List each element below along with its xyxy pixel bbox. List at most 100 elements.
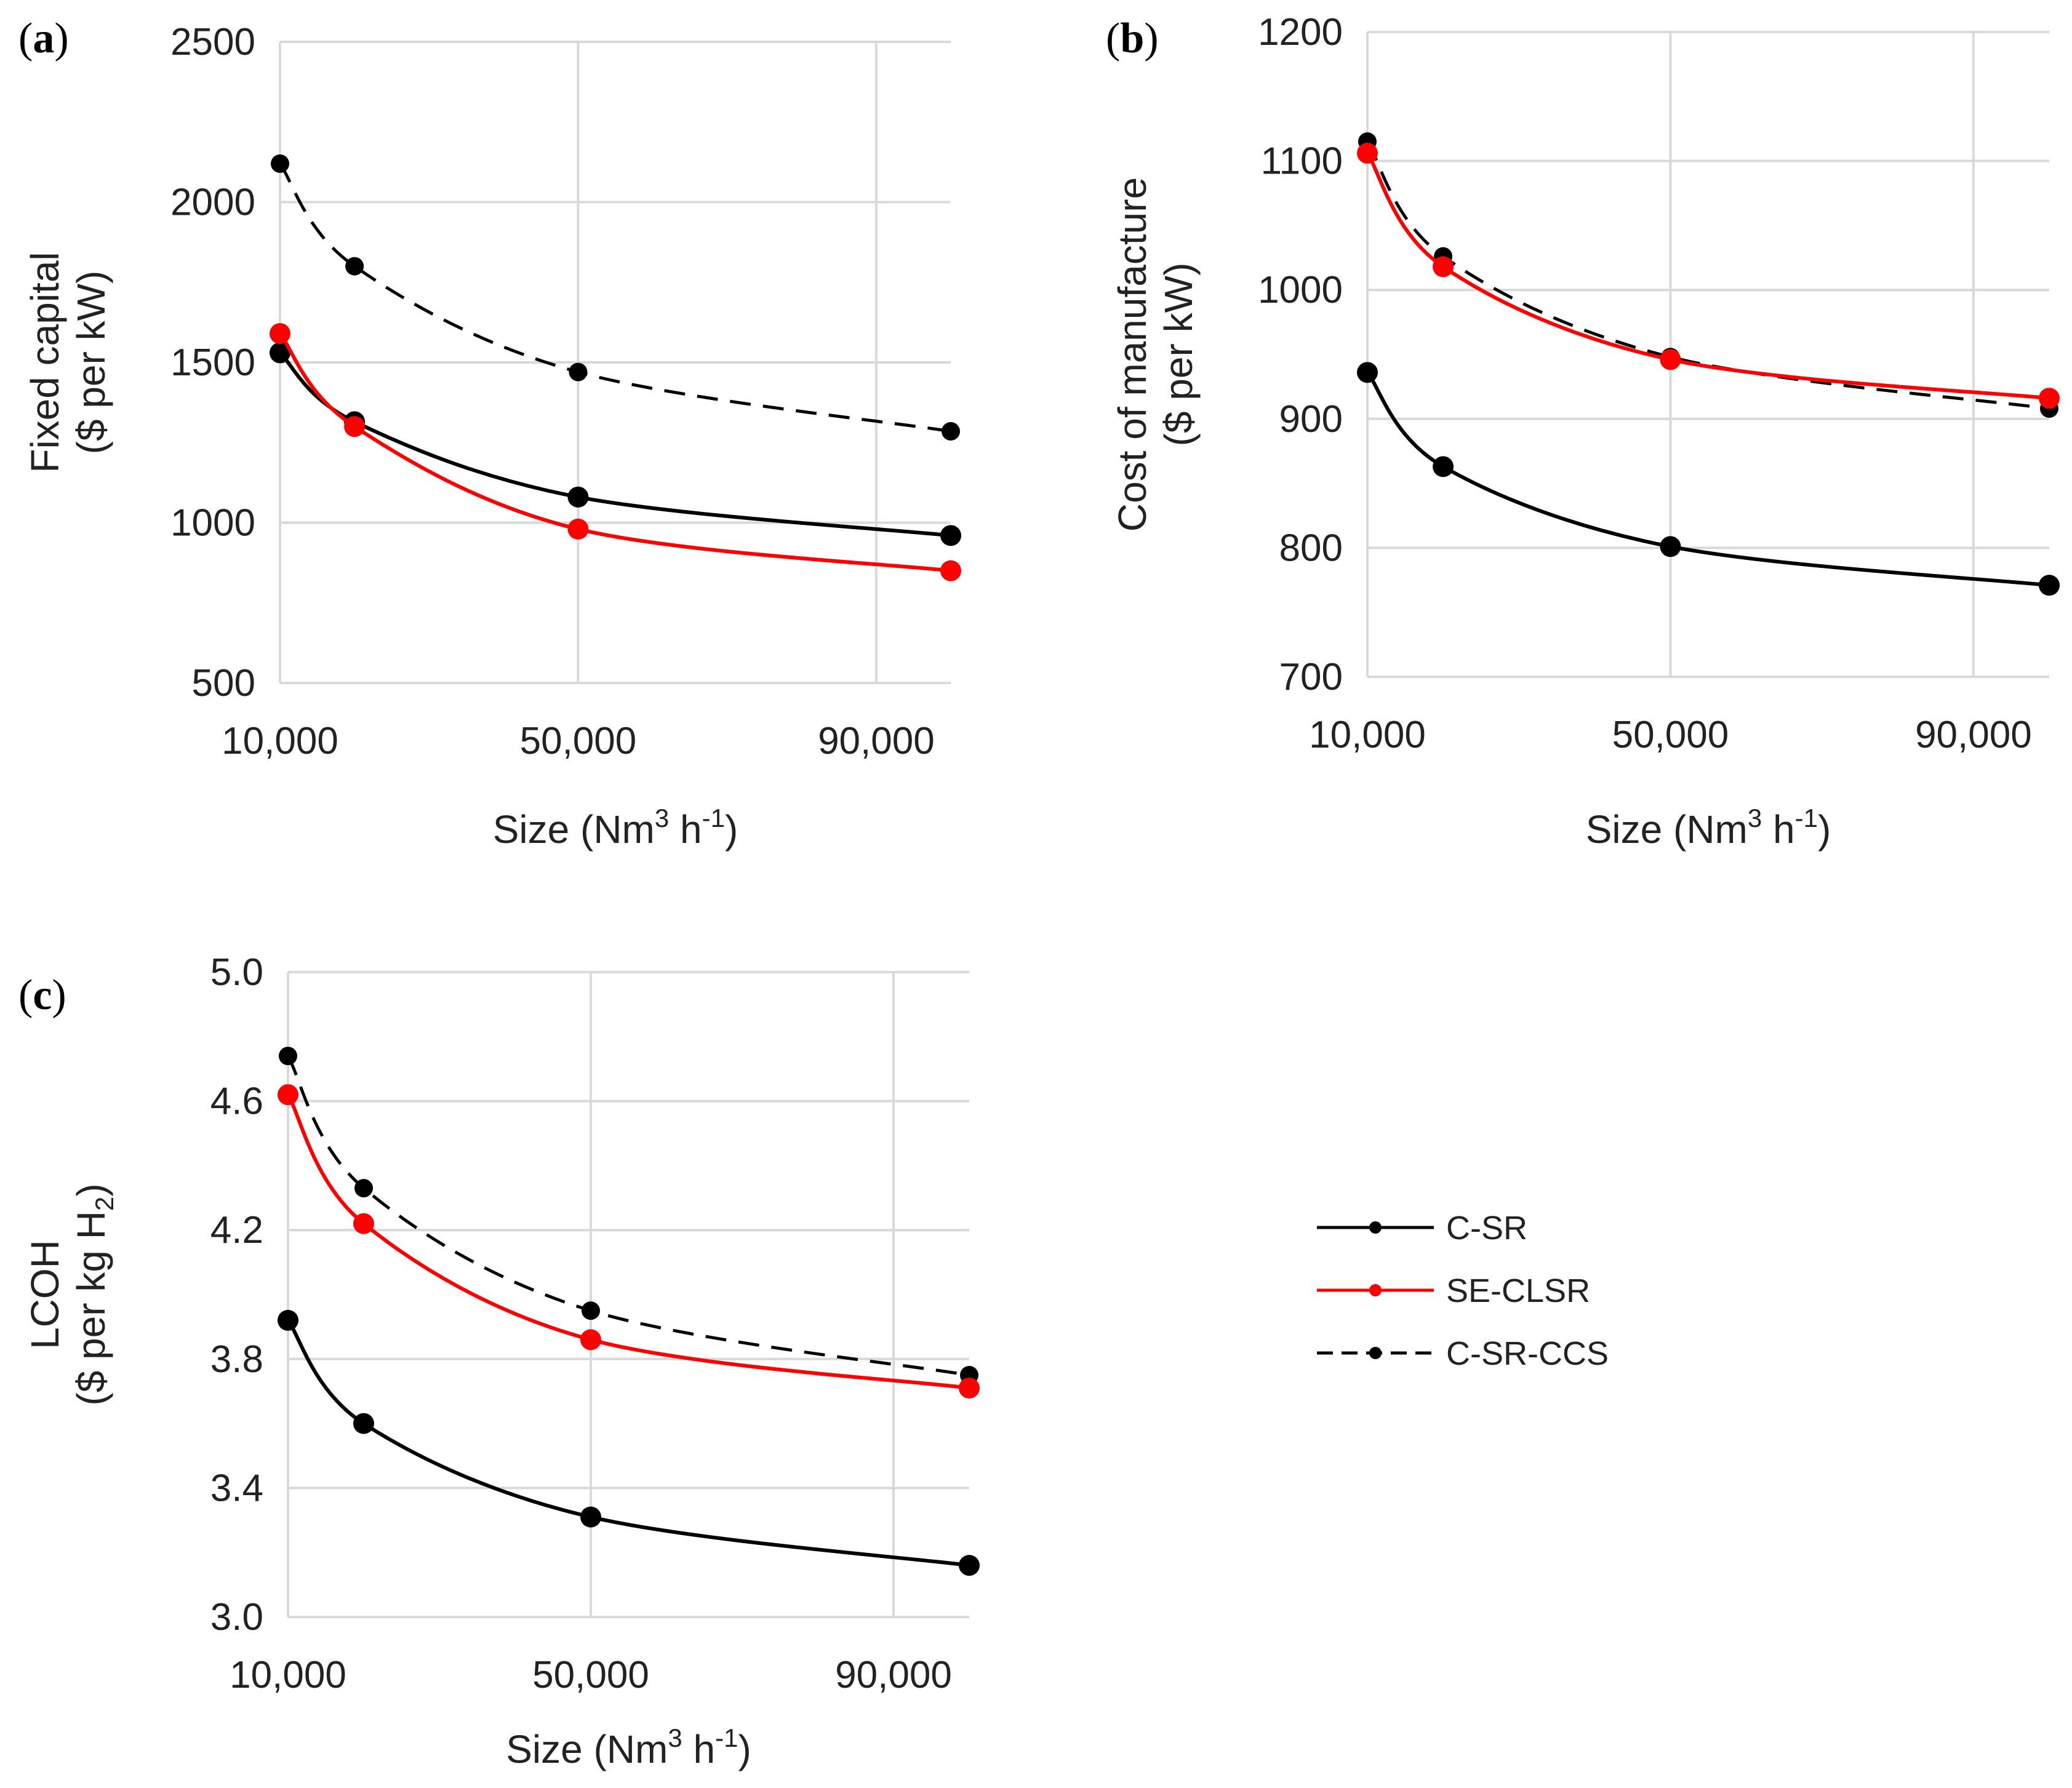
legend: C-SR SE-CLSR C-SR-CCS <box>1317 1210 1609 1372</box>
data-point-se-clsr <box>1433 256 1454 277</box>
y-tick-label: 4.6 <box>210 1080 263 1123</box>
y-tick-label: 1200 <box>1258 11 1343 54</box>
x-axis-title-sup: -1 <box>1795 804 1818 832</box>
panel-label-close: ) <box>52 972 66 1019</box>
y-axis-title-line2: ($ per kg H2) <box>69 1183 119 1405</box>
data-point-c-sr-ccs <box>942 422 960 441</box>
y-axis-title-main: ($ per kg H <box>69 1211 113 1406</box>
data-point-se-clsr <box>580 1329 601 1351</box>
data-point-se-clsr <box>270 323 290 345</box>
data-point-c-sr-ccs <box>569 362 588 381</box>
legend-marker <box>1369 1221 1382 1234</box>
legend-label: SE-CLSR <box>1446 1272 1590 1309</box>
data-point-c-sr <box>2039 575 2060 596</box>
data-point-se-clsr <box>567 518 589 540</box>
data-point-c-sr-ccs <box>582 1301 600 1320</box>
series-line-c-sr-ccs <box>286 1055 970 1377</box>
y-tick-label: 1000 <box>1258 269 1343 311</box>
y-tick-label: 3.4 <box>210 1467 263 1509</box>
y-axis-title-line2: ($ per kW) <box>69 271 113 455</box>
x-axis-title-sup: -1 <box>702 804 725 832</box>
panel-label-letter: b <box>1120 15 1144 62</box>
panel-label-close: ) <box>1144 15 1158 62</box>
y-axis-title-line2: ($ per kW) <box>1156 263 1201 447</box>
x-axis-title-end: ) <box>1818 807 1831 852</box>
data-point-se-clsr <box>959 1377 980 1399</box>
data-point-se-clsr <box>1660 349 1681 370</box>
x-axis-title-mid: h <box>669 807 702 852</box>
y-axis-title-line1: Fixed capital <box>23 252 67 473</box>
y-tick-label: 900 <box>1279 398 1343 441</box>
y-tick-label: 2000 <box>170 182 255 224</box>
x-axis-title: Size (Nm3 h-1) <box>506 1723 751 1771</box>
data-point-c-sr <box>940 525 961 546</box>
x-axis-title-main: Size (Nm <box>493 807 655 852</box>
panel-label-letter: c <box>33 972 52 1019</box>
series-se-clsr <box>278 1084 980 1399</box>
panel-label-open: ( <box>18 972 33 1019</box>
data-point-c-sr <box>567 486 589 508</box>
x-axis-title-main: Size (Nm <box>506 1727 668 1771</box>
y-axis-title-line1: Cost of manufacture <box>1110 177 1154 532</box>
x-axis-title-sup: 3 <box>668 1723 682 1752</box>
series-se-clsr <box>1357 143 2060 409</box>
data-point-se-clsr <box>278 1084 298 1106</box>
y-tick-label: 1000 <box>170 502 255 545</box>
data-point-se-clsr <box>2039 388 2060 409</box>
x-axis-title-end: ) <box>738 1727 751 1771</box>
y-tick-label: 800 <box>1279 527 1343 569</box>
series-c-sr <box>1357 362 2060 596</box>
panel-label-open: ( <box>1106 15 1120 62</box>
x-tick-label: 10,000 <box>230 1654 346 1696</box>
y-tick-label: 3.0 <box>210 1596 263 1638</box>
chart-panel-a: 500 1000 1500 2000 2500 10,000 50,000 90,000 Siz… <box>18 15 961 852</box>
data-point-c-sr <box>580 1506 601 1528</box>
legend-entry-c-sr-ccs: C-SR-CCS <box>1317 1335 1609 1372</box>
panel-label-open: ( <box>18 15 33 62</box>
legend-marker <box>1369 1284 1382 1296</box>
data-point-c-sr <box>278 1309 298 1331</box>
legend-label: C-SR-CCS <box>1446 1335 1609 1372</box>
data-point-c-sr <box>1660 536 1681 557</box>
series-c-sr-ccs <box>271 154 960 441</box>
data-point-c-sr <box>1433 456 1454 477</box>
x-axis-title-mid: h <box>682 1727 715 1771</box>
x-axis-title: Size (Nm3 h-1) <box>493 804 738 852</box>
x-tick-label: 90,000 <box>835 1654 952 1696</box>
x-tick-label: 10,000 <box>222 720 338 762</box>
data-point-c-sr-ccs <box>271 154 289 173</box>
data-point-c-sr <box>353 1413 374 1434</box>
x-axis-title-end: ) <box>725 807 738 852</box>
y-tick-label: 1500 <box>170 341 255 384</box>
data-point-c-sr-ccs <box>354 1179 373 1198</box>
x-tick-label: 50,000 <box>1612 714 1729 756</box>
x-tick-label: 90,000 <box>818 720 935 762</box>
data-point-se-clsr <box>353 1213 374 1234</box>
x-axis-title: Size (Nm3 h-1) <box>1586 804 1831 852</box>
panel-label: (b) <box>1106 15 1159 62</box>
y-tick-label: 2500 <box>170 21 255 63</box>
x-axis-title-sup: 3 <box>655 804 669 832</box>
legend-marker <box>1369 1347 1382 1359</box>
y-tick-label: 500 <box>192 662 255 704</box>
y-axis-title-line1: LCOH <box>23 1240 67 1349</box>
data-point-c-sr <box>1357 362 1378 383</box>
series-line-se-clsr <box>286 1093 970 1390</box>
chart-panel-b: 700 800 900 1000 1100 1200 10,000 50,000 90,000 S… <box>1106 11 2060 852</box>
y-tick-label: 3.8 <box>210 1338 263 1381</box>
x-axis-title-main: Size (Nm <box>1586 807 1748 852</box>
panel-label-letter: a <box>33 15 54 62</box>
data-point-c-sr-ccs <box>345 257 364 276</box>
y-tick-label: 5.0 <box>210 951 263 994</box>
panel-label: (c) <box>18 972 66 1019</box>
data-point-c-sr <box>959 1555 980 1576</box>
x-axis-title-mid: h <box>1762 807 1794 852</box>
panel-label: (a) <box>18 15 69 62</box>
x-axis-title-sup: 3 <box>1748 804 1762 832</box>
charts: 500 1000 1500 2000 2500 10,000 50,000 90,000 Siz… <box>18 11 2060 1771</box>
chart-panel-c: 3.0 3.4 3.8 4.2 4.6 5.0 10,000 50,000 90,000 Size… <box>18 951 980 1771</box>
panel-label-close: ) <box>54 15 68 62</box>
x-tick-label: 90,000 <box>1915 714 2032 756</box>
series-line-c-sr <box>1366 371 2050 588</box>
